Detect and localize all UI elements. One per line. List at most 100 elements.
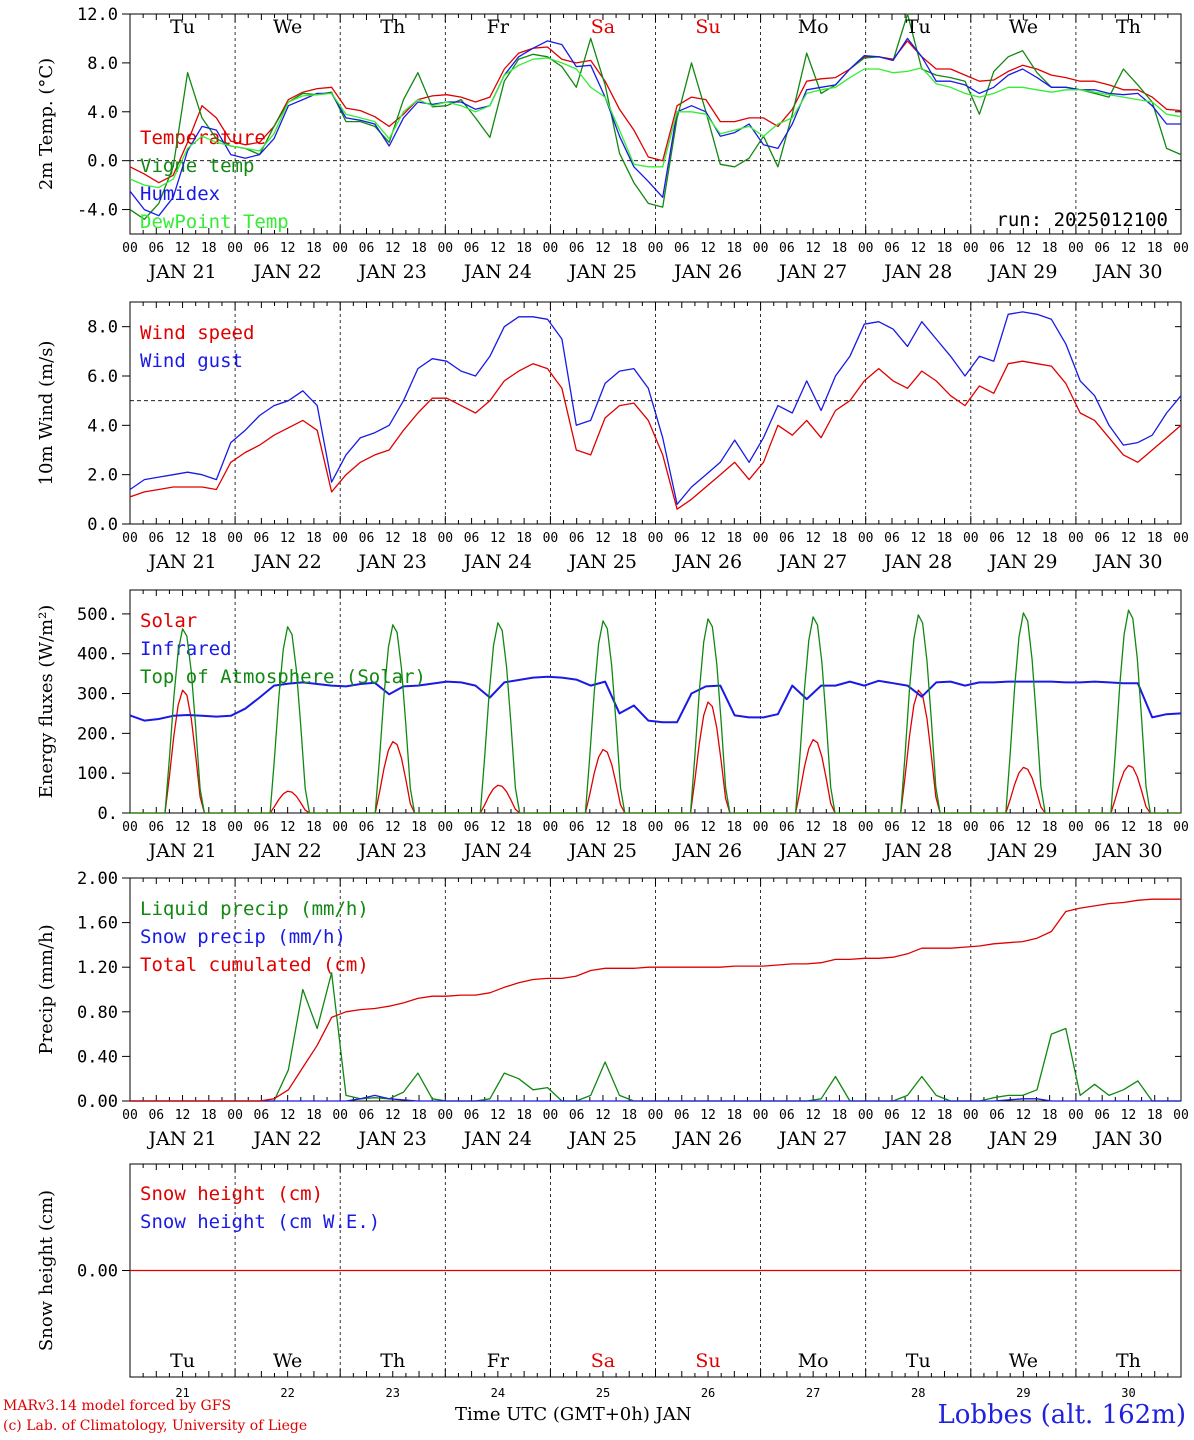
day-number-label: 21: [175, 1386, 189, 1398]
y-tick-label: 0.40: [77, 1047, 118, 1067]
hour-tick-label: 12: [805, 531, 821, 546]
y-tick-label: 0.00: [77, 1092, 118, 1112]
hour-tick-label: 06: [989, 1108, 1005, 1123]
hour-tick-label: 12: [175, 241, 191, 256]
hour-tick-label: 12: [280, 531, 296, 546]
hour-tick-label: 00: [122, 1108, 138, 1123]
hour-tick-label: 06: [569, 1108, 585, 1123]
hour-tick-label: 18: [201, 820, 217, 835]
hour-tick-label: 06: [148, 820, 164, 835]
hour-tick-label: 12: [595, 241, 611, 256]
legend-entry: Liquid precip (mm/h): [140, 898, 369, 920]
hour-tick-label: 00: [543, 1108, 559, 1123]
hour-tick-label: 06: [1094, 241, 1110, 256]
hour-tick-label: 00: [227, 241, 243, 256]
hour-tick-label: 00: [963, 820, 979, 835]
weekday-label: Th: [1116, 1350, 1141, 1372]
hour-tick-label: 00: [753, 531, 769, 546]
hour-tick-label: 06: [674, 531, 690, 546]
station-label: Lobbes (alt. 162m): [937, 1400, 1186, 1430]
y-tick-label: 1.60: [77, 914, 118, 934]
hour-tick-label: 18: [411, 531, 427, 546]
time-axis-label: Time UTC (GMT+0h) JAN: [455, 1404, 692, 1425]
legend-entry: Snow precip (mm/h): [140, 926, 346, 948]
hour-tick-label: 00: [858, 1108, 874, 1123]
hour-tick-label: 18: [937, 241, 953, 256]
hour-tick-label: 00: [1068, 820, 1084, 835]
y-tick-label: 400.: [77, 645, 118, 665]
hour-tick-label: 00: [332, 1108, 348, 1123]
hour-tick-label: 00: [963, 241, 979, 256]
hour-tick-label: 18: [201, 1108, 217, 1123]
y-tick-label: 12.0: [77, 5, 118, 25]
hour-tick-label: 06: [569, 820, 585, 835]
weekday-label: Sa: [591, 1350, 615, 1372]
y-tick-label: 0.80: [77, 1003, 118, 1023]
weekday-label: Su: [695, 16, 720, 38]
y-tick-label: 4.0: [87, 103, 118, 123]
y-tick-label: 8.0: [87, 318, 118, 338]
hour-tick-label: 00: [648, 1108, 664, 1123]
hour-tick-label: 06: [1094, 531, 1110, 546]
model-credit: MARv3.14 model forced by GFS: [3, 1398, 232, 1414]
y-tick-label: 0.0: [87, 152, 118, 172]
hour-tick-label: 12: [910, 531, 926, 546]
hour-tick-label: 00: [122, 531, 138, 546]
day-number-label: 25: [596, 1386, 610, 1398]
hour-tick-label: 00: [1068, 241, 1084, 256]
hour-tick-label: 06: [989, 531, 1005, 546]
legend-entry: Temperature: [140, 127, 266, 149]
hour-tick-label: 12: [1121, 1108, 1137, 1123]
hour-tick-label: 00: [227, 531, 243, 546]
hour-tick-label: 06: [254, 531, 270, 546]
hour-tick-label: 00: [227, 1108, 243, 1123]
hour-tick-label: 12: [490, 241, 506, 256]
date-label: JAN 25: [567, 840, 637, 862]
date-label: JAN 28: [882, 840, 952, 862]
hour-tick-label: 06: [464, 241, 480, 256]
lab-credit: (c) Lab. of Climatology, University of L…: [3, 1418, 308, 1434]
legend-entry: Total cumulated (cm): [140, 954, 369, 976]
date-label: JAN 29: [987, 261, 1057, 283]
date-label: JAN 29: [987, 551, 1057, 573]
date-label: JAN 27: [777, 261, 847, 283]
hour-tick-label: 12: [700, 820, 716, 835]
hour-tick-label: 12: [700, 1108, 716, 1123]
date-label: JAN 23: [357, 261, 427, 283]
hour-tick-label: 00: [543, 241, 559, 256]
date-label: JAN 22: [252, 1128, 322, 1150]
hour-tick-label: 18: [411, 1108, 427, 1123]
hour-tick-label: 06: [148, 241, 164, 256]
y-tick-label: 100.: [77, 764, 118, 784]
hour-tick-label: 00: [858, 531, 874, 546]
legend-entry: Humidex: [140, 183, 220, 205]
hour-tick-label: 18: [201, 531, 217, 546]
hour-tick-label: 12: [280, 241, 296, 256]
hour-tick-label: 00: [1173, 531, 1189, 546]
date-label: JAN 27: [777, 840, 847, 862]
date-label: JAN 30: [1092, 261, 1162, 283]
hour-tick-label: 06: [884, 241, 900, 256]
hour-tick-label: 06: [254, 820, 270, 835]
date-label: JAN 27: [777, 551, 847, 573]
hour-tick-label: 06: [464, 1108, 480, 1123]
hour-tick-label: 18: [621, 1108, 637, 1123]
date-label: JAN 21: [146, 840, 216, 862]
hour-tick-label: 00: [753, 241, 769, 256]
hour-tick-label: 12: [805, 820, 821, 835]
legend-entry: Solar: [140, 610, 197, 632]
hour-tick-label: 06: [569, 241, 585, 256]
hour-tick-label: 06: [779, 531, 795, 546]
hour-tick-label: 00: [858, 820, 874, 835]
hour-tick-label: 18: [1147, 241, 1163, 256]
meteogram: -4.0 0.0 4.0 8.0 12.0 2m Temp. (°C) Temperatur…: [36, 5, 1189, 1398]
hour-tick-label: 00: [437, 241, 453, 256]
date-label: JAN 30: [1092, 551, 1162, 573]
date-label: JAN 27: [777, 1128, 847, 1150]
hour-tick-label: 18: [832, 531, 848, 546]
series-line-dewpoint-temp: [129, 57, 1182, 189]
series-line-snow-precip-mm-h-: [130, 1094, 1181, 1102]
date-label: JAN 30: [1092, 1128, 1162, 1150]
series-line-wind-speed: [129, 360, 1182, 510]
hour-tick-label: 00: [122, 241, 138, 256]
